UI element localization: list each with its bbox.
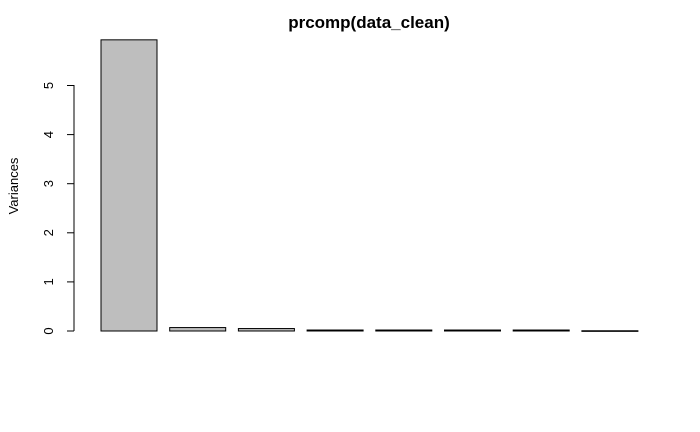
bar-pc2 xyxy=(169,327,227,332)
bar-pc3 xyxy=(237,328,295,332)
y-tick-label: 4 xyxy=(41,131,56,138)
y-axis: 0 1 2 3 4 5 xyxy=(41,82,75,335)
y-axis-label: Variances xyxy=(6,157,21,214)
bar-pc1 xyxy=(100,39,158,332)
bar-pc6 xyxy=(444,329,501,332)
bar-pc7 xyxy=(512,329,570,332)
y-tick-label: 2 xyxy=(41,229,56,236)
chart-title: prcomp(data_clean) xyxy=(288,13,450,32)
y-tick-label: 1 xyxy=(41,278,56,285)
y-tick-label: 5 xyxy=(41,82,56,89)
y-tick-label: 0 xyxy=(41,327,56,334)
bar-pc5 xyxy=(375,329,433,332)
y-axis-ticks: 0 1 2 3 4 5 xyxy=(41,82,74,335)
bar-pc4 xyxy=(306,329,364,332)
bars xyxy=(100,39,639,332)
bar-pc8 xyxy=(581,330,639,332)
y-tick-label: 3 xyxy=(41,180,56,187)
